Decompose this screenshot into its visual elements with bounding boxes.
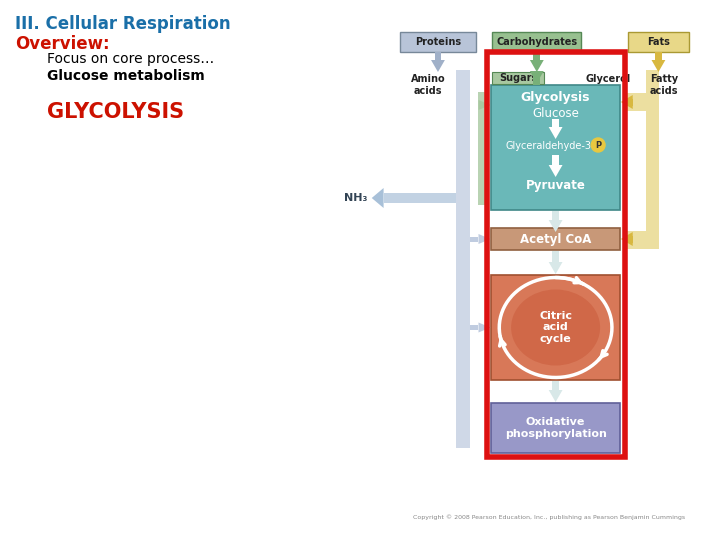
Text: Overview:: Overview: — [15, 35, 109, 53]
Polygon shape — [549, 390, 562, 402]
Bar — [479, 92, 488, 205]
Bar — [552, 211, 559, 220]
Polygon shape — [372, 188, 384, 208]
Polygon shape — [530, 60, 544, 72]
Bar — [491, 275, 620, 380]
Text: III. Cellular Respiration: III. Cellular Respiration — [15, 15, 230, 33]
Text: Carbohydrates: Carbohydrates — [496, 37, 577, 47]
Circle shape — [591, 138, 605, 152]
Text: Oxidative
phosphorylation: Oxidative phosphorylation — [505, 417, 606, 439]
Bar — [469, 237, 479, 241]
Bar — [655, 52, 662, 60]
Bar — [552, 155, 559, 165]
Polygon shape — [621, 232, 633, 246]
Polygon shape — [621, 95, 633, 109]
Bar — [552, 381, 559, 390]
Polygon shape — [549, 220, 562, 232]
Text: Focus on core process…: Focus on core process… — [48, 52, 215, 66]
Text: Fatty
acids: Fatty acids — [650, 74, 679, 96]
Polygon shape — [549, 165, 562, 177]
Polygon shape — [530, 71, 544, 83]
Bar — [434, 52, 441, 60]
Polygon shape — [431, 60, 445, 72]
Polygon shape — [479, 322, 490, 333]
Bar — [646, 70, 660, 249]
Bar — [626, 235, 633, 242]
Bar — [627, 93, 646, 111]
Bar — [487, 52, 625, 457]
Bar — [491, 228, 620, 250]
Bar — [400, 32, 475, 52]
Text: Amino
acids: Amino acids — [411, 74, 446, 96]
Bar — [491, 85, 620, 210]
Text: NH₃: NH₃ — [344, 193, 368, 203]
Bar — [628, 32, 689, 52]
Bar — [492, 72, 544, 84]
Bar — [384, 193, 456, 203]
Bar — [534, 71, 540, 85]
Bar — [469, 325, 479, 330]
Text: Acetyl CoA: Acetyl CoA — [520, 233, 591, 246]
Bar — [552, 119, 559, 127]
Bar — [492, 32, 581, 52]
Text: Glucose: Glucose — [532, 107, 579, 120]
Bar — [456, 70, 469, 448]
Text: Proteins: Proteins — [415, 37, 461, 47]
Text: P: P — [595, 140, 601, 150]
Text: Glycolysis: Glycolysis — [521, 91, 590, 104]
Polygon shape — [549, 262, 562, 274]
Polygon shape — [549, 127, 562, 139]
Text: Glycerol: Glycerol — [585, 74, 631, 84]
Text: Glyceraldehyde-3-: Glyceraldehyde-3- — [506, 141, 595, 151]
Bar — [491, 403, 620, 453]
Polygon shape — [479, 100, 490, 110]
Text: GLYCOLYSIS: GLYCOLYSIS — [48, 102, 184, 122]
Text: Glucose metabolism: Glucose metabolism — [48, 69, 205, 83]
Polygon shape — [652, 60, 665, 72]
Ellipse shape — [511, 289, 600, 366]
Text: Fats: Fats — [647, 37, 670, 47]
Bar — [626, 98, 633, 105]
Bar — [552, 251, 559, 262]
Text: Citric
acid
cycle: Citric acid cycle — [539, 311, 572, 344]
Text: Sugars: Sugars — [499, 73, 537, 83]
Polygon shape — [479, 234, 490, 244]
Text: Copyright © 2008 Pearson Education, Inc., publishing as Pearson Benjamin Cumming: Copyright © 2008 Pearson Education, Inc.… — [413, 515, 685, 520]
Bar — [627, 231, 646, 249]
Text: Pyruvate: Pyruvate — [526, 179, 585, 192]
Bar — [534, 52, 540, 60]
